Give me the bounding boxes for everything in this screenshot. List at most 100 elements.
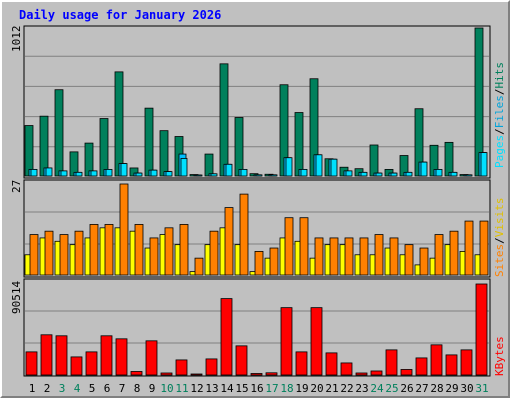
panel-top-legend: Pages/Files/Hits bbox=[493, 62, 506, 168]
kbytes-bar bbox=[55, 335, 68, 376]
pages-bar bbox=[90, 170, 98, 177]
legend-visits: Visits bbox=[493, 198, 506, 238]
kbytes-bar bbox=[280, 307, 293, 376]
kbytes-bar bbox=[130, 371, 143, 376]
hits-bar bbox=[444, 141, 454, 177]
pages-bar bbox=[30, 169, 38, 177]
hits-bar bbox=[24, 125, 34, 177]
kbytes-bar bbox=[220, 298, 233, 376]
hits-bar bbox=[99, 118, 109, 177]
sites-bar bbox=[269, 247, 279, 276]
pages-bar bbox=[165, 171, 173, 177]
kbytes-bar bbox=[415, 357, 428, 376]
day-label: 5 bbox=[89, 382, 96, 395]
kbytes-bar bbox=[445, 354, 458, 376]
day-label: 18 bbox=[280, 382, 293, 395]
day-label: 30 bbox=[460, 382, 473, 395]
sites-bar bbox=[314, 237, 324, 276]
kbytes-bar bbox=[460, 349, 473, 376]
panel-middle-max-label: 27 bbox=[10, 180, 23, 193]
kbytes-bar bbox=[145, 340, 158, 376]
kbytes-bar bbox=[475, 283, 488, 376]
pages-bar bbox=[60, 170, 68, 177]
hits-bar bbox=[144, 107, 154, 177]
pages-bar bbox=[300, 169, 308, 177]
sites-bar bbox=[29, 234, 39, 276]
panel-bottom-legend: KBytes bbox=[493, 336, 506, 376]
pages-bar bbox=[255, 174, 263, 177]
sites-bar bbox=[464, 220, 474, 276]
sites-bar bbox=[134, 224, 144, 276]
sites-bar bbox=[104, 224, 114, 276]
sites-bar bbox=[224, 207, 234, 276]
sites-bar bbox=[404, 244, 414, 276]
day-label: 16 bbox=[250, 382, 263, 395]
sites-bar bbox=[374, 234, 384, 276]
sites-bar bbox=[239, 193, 249, 276]
legend-pages: Pages bbox=[493, 135, 506, 168]
day-label: 29 bbox=[445, 382, 458, 395]
sites-bar bbox=[209, 230, 219, 276]
day-label: 4 bbox=[74, 382, 81, 395]
day-label: 27 bbox=[415, 382, 428, 395]
day-label: 8 bbox=[134, 382, 141, 395]
kbytes-bar bbox=[340, 362, 353, 376]
day-label: 7 bbox=[119, 382, 126, 395]
kbytes-bar bbox=[430, 344, 443, 376]
sites-bar bbox=[254, 251, 264, 276]
sites-bar bbox=[344, 237, 354, 276]
kbytes-bar bbox=[115, 338, 128, 376]
pages-bar bbox=[390, 172, 398, 177]
panel-bottom-max-label: 90514 bbox=[10, 281, 23, 314]
sites-bar bbox=[479, 220, 489, 276]
sites-bar bbox=[119, 183, 129, 276]
kbytes-bar bbox=[400, 369, 413, 376]
kbytes-bar bbox=[40, 334, 53, 376]
panel-bottom-bars bbox=[25, 283, 488, 376]
day-label: 12 bbox=[190, 382, 203, 395]
day-label: 22 bbox=[340, 382, 353, 395]
sites-bar bbox=[179, 224, 189, 276]
kbytes-bar bbox=[295, 351, 308, 376]
hits-bar bbox=[219, 63, 229, 177]
kbytes-bar bbox=[265, 372, 278, 376]
kbytes-bar bbox=[205, 358, 218, 376]
kbytes-panel: 90514 KBytes bbox=[10, 278, 506, 377]
pages-bar bbox=[225, 163, 233, 177]
hits-bar bbox=[114, 71, 124, 177]
pages-bar bbox=[465, 174, 473, 177]
kbytes-bar bbox=[190, 373, 203, 376]
panel-top-max-label: 1012 bbox=[10, 26, 23, 53]
pages-bar bbox=[375, 172, 383, 177]
hits-bar bbox=[54, 89, 64, 177]
pages-bar bbox=[480, 152, 488, 177]
day-label: 1 bbox=[29, 382, 36, 395]
sites-bar bbox=[299, 217, 309, 276]
day-label: 6 bbox=[104, 382, 111, 395]
panel-middle-legend: Sites/Visits bbox=[493, 198, 506, 278]
sites-bar bbox=[74, 230, 84, 276]
sites-bar bbox=[419, 247, 429, 276]
day-label: 26 bbox=[400, 382, 413, 395]
sites-bar bbox=[359, 237, 369, 276]
day-label: 25 bbox=[385, 382, 398, 395]
kbytes-bar bbox=[85, 351, 98, 376]
pages-bar bbox=[315, 154, 323, 177]
day-label: 24 bbox=[370, 382, 384, 395]
pages-bar bbox=[150, 169, 158, 177]
kbytes-bar bbox=[160, 372, 173, 376]
pages-bar bbox=[180, 158, 188, 177]
day-label: 11 bbox=[175, 382, 188, 395]
hits-bar bbox=[369, 144, 379, 177]
day-label: 15 bbox=[235, 382, 248, 395]
kbytes-bar bbox=[235, 345, 248, 376]
day-label: 20 bbox=[310, 382, 323, 395]
pages-bar bbox=[195, 174, 203, 177]
day-label: 13 bbox=[205, 382, 218, 395]
pages-bar bbox=[210, 173, 218, 177]
pages-bar bbox=[450, 171, 458, 177]
legend-sep: / bbox=[493, 237, 506, 244]
pages-bar bbox=[105, 169, 113, 177]
day-label: 3 bbox=[59, 382, 66, 395]
